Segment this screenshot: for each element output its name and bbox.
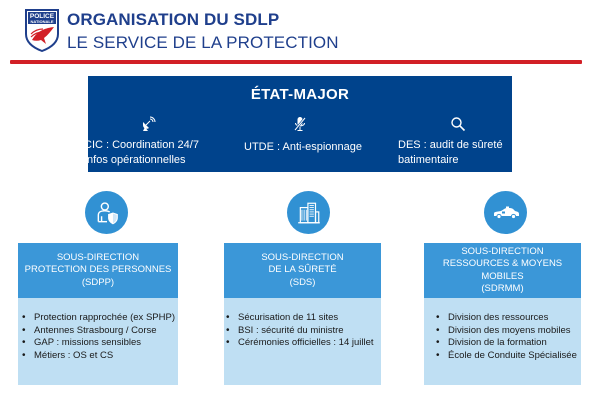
subdirection-missions: Sécurisation de 11 sites BSI : sécurité … <box>224 298 381 385</box>
list-item: Sécurisation de 11 sites <box>224 312 374 325</box>
etat-major-box: ÉTAT-MAJOR CIC : Coordination 24/7 Infos… <box>84 76 512 172</box>
subdirection-acronym: (SDPP) <box>81 276 115 288</box>
subdirection-missions: Division des ressources Division des moy… <box>424 298 581 385</box>
police-nationale-logo: POLICE NATIONALE <box>24 8 60 53</box>
magnifier-icon <box>450 116 466 132</box>
subdirection-acronym: (SDS) <box>289 276 316 288</box>
list-item: GAP : missions sensibles <box>20 337 175 350</box>
subdirection-header: SOUS-DIRECTION DE LA SÛRETÉ (SDS) <box>224 243 381 298</box>
page-subtitle: LE SERVICE DE LA PROTECTION <box>67 33 339 52</box>
list-item: Cérémonies officielles : 14 juillet <box>224 337 374 350</box>
cic-description: Infos opérationnelles <box>84 154 186 166</box>
svg-text:POLICE: POLICE <box>30 13 55 20</box>
list-item: Protection rapprochée (ex SPHP) <box>20 312 175 325</box>
svg-text:NATIONALE: NATIONALE <box>30 19 53 24</box>
list-item: Antennes Strasbourg / Corse <box>20 325 175 338</box>
list-item: Division des moyens mobiles <box>434 325 577 338</box>
subdirection-label: SOUS-DIRECTION <box>461 245 544 257</box>
subdirection-missions: Protection rapprochée (ex SPHP) Antennes… <box>18 298 178 385</box>
microphone-off-icon <box>292 116 308 132</box>
list-item: Division des ressources <box>434 312 577 325</box>
cic-label: CIC : Coordination 24/7 <box>84 139 199 151</box>
police-car-icon <box>484 191 527 234</box>
list-item: École de Conduite Spécialisée <box>434 350 577 363</box>
person-shield-icon <box>85 191 128 234</box>
des-description: batimentaire <box>398 154 459 166</box>
page-title: ORGANISATION DU SDLP <box>67 10 280 29</box>
subdirection-header: SOUS-DIRECTION PROTECTION DES PERSONNES … <box>18 243 178 298</box>
list-item: Métiers : OS et CS <box>20 350 175 363</box>
subdirection-label: SOUS-DIRECTION <box>56 251 140 263</box>
subdirection-label: SOUS-DIRECTION <box>261 251 344 263</box>
utde-label: UTDE : Anti-espionnage <box>244 141 363 153</box>
satellite-dish-icon <box>140 116 156 132</box>
list-item: BSI : sécurité du ministre <box>224 325 374 338</box>
list-item: Division de la formation <box>434 337 577 350</box>
subdirection-name: RESSOURCES & MOYENS MOBILES <box>442 258 563 282</box>
buildings-icon <box>287 191 330 234</box>
des-label: DES : audit de sûreté <box>398 139 503 151</box>
header-divider <box>10 60 582 64</box>
subdirection-acronym: (SDRMM) <box>481 283 524 294</box>
subdirection-name: PROTECTION DES PERSONNES <box>24 264 172 276</box>
subdirection-name: DE LA SÛRETÉ <box>268 264 337 276</box>
etat-major-title: ÉTAT-MAJOR <box>250 86 350 103</box>
police-shield-icon: POLICE NATIONALE <box>25 9 59 53</box>
subdirection-header: SOUS-DIRECTION RESSOURCES & MOYENS MOBIL… <box>424 243 581 298</box>
